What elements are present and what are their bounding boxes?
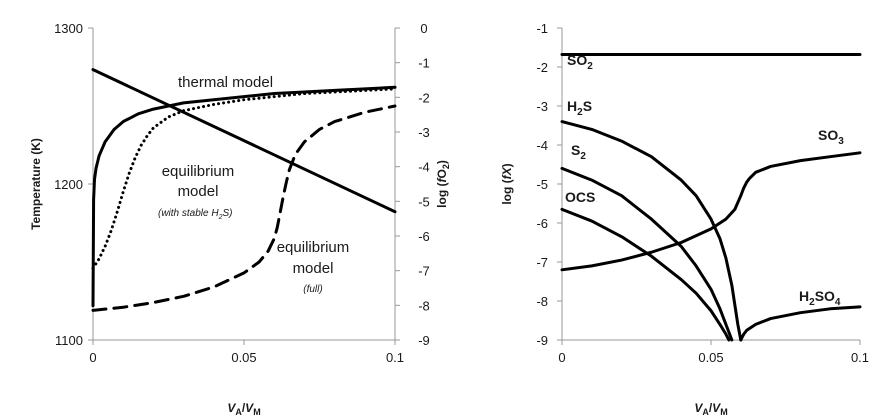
series-equilibrium-full bbox=[91, 104, 397, 312]
label-so2: SO2 bbox=[567, 52, 593, 72]
label-ocs: OCS bbox=[565, 189, 595, 205]
series-equilibrium-stable-h2s bbox=[91, 87, 397, 270]
right-x-ticks: 0 0.05 0.1 bbox=[558, 340, 869, 365]
left-y2-tick-label: -3 bbox=[418, 125, 430, 140]
left-y2-tick-label: 0 bbox=[420, 21, 427, 36]
left-y-tick-label: 1300 bbox=[54, 21, 83, 36]
note-part2: S) bbox=[222, 208, 232, 219]
series-s2 bbox=[560, 166, 734, 342]
left-y-tick-label: 1200 bbox=[54, 177, 83, 192]
right-curves bbox=[560, 53, 862, 342]
right-y-tick-label: -7 bbox=[536, 255, 548, 270]
left-y2-ticks: -9 -8 -7 -6 -5 -4 -3 -2 -1 0 bbox=[395, 21, 430, 348]
annotation-equilibrium-full-line1: equilibrium bbox=[277, 239, 350, 256]
left-y2-tick-label: -4 bbox=[418, 160, 430, 175]
series-so3 bbox=[560, 151, 862, 272]
right-x-tick-label: 0 bbox=[558, 350, 565, 365]
label-h2s: H2S bbox=[567, 98, 592, 118]
left-x-tick-label: 0.05 bbox=[231, 350, 256, 365]
left-curves bbox=[91, 68, 397, 312]
annotation-equilibrium-stable-line1: equilibrium bbox=[162, 163, 235, 180]
left-y2-tick-label: -9 bbox=[418, 333, 430, 348]
left-x-tick-label: 0.1 bbox=[386, 350, 404, 365]
right-x-tick-label: 0.1 bbox=[851, 350, 869, 365]
right-y-tick-label: -8 bbox=[536, 294, 548, 309]
label-s2: S2 bbox=[571, 142, 586, 162]
right-y-tick-label: -5 bbox=[536, 177, 548, 192]
left-y-tick-label: 1100 bbox=[55, 333, 83, 348]
right-y-tick-label: -3 bbox=[536, 99, 548, 114]
annotation-equilibrium-stable-line2: model bbox=[178, 183, 219, 200]
right-panel: 0 0.05 0.1 -9 -8 -7 -6 -5 -4 -3 -2 -1 SO2 H2S S2 O… bbox=[500, 21, 869, 417]
left-y-ticks: 1100 1200 1300 bbox=[54, 21, 93, 348]
right-y-tick-label: -6 bbox=[536, 216, 548, 231]
series-thermal-model bbox=[91, 85, 397, 308]
left-y-axis-label: Temperature (K) bbox=[29, 138, 43, 230]
left-y2-tick-label: -2 bbox=[418, 90, 430, 105]
right-y-axis-label: log (fX) bbox=[500, 163, 514, 204]
left-y2-axis-label: log (fO2) bbox=[435, 160, 451, 208]
left-y2-tick-label: -1 bbox=[418, 56, 430, 71]
left-y2-tick-label: -7 bbox=[418, 264, 430, 279]
right-y-ticks: -9 -8 -7 -6 -5 -4 -3 -2 -1 bbox=[536, 21, 562, 348]
left-y2-tick-label: -6 bbox=[418, 229, 430, 244]
left-x-axis-label: VA/VM bbox=[227, 401, 260, 417]
right-y-tick-label: -1 bbox=[536, 21, 548, 36]
annotation-equilibrium-full-note: (full) bbox=[303, 284, 322, 295]
annotation-thermal-model: thermal model bbox=[178, 74, 273, 91]
series-ocs bbox=[560, 207, 731, 342]
right-y-tick-label: -2 bbox=[536, 60, 548, 75]
left-y2-tick-label: -5 bbox=[418, 194, 430, 209]
annotation-equilibrium-full-line2: model bbox=[293, 260, 334, 277]
left-x-ticks: 0 0.05 0.1 bbox=[89, 340, 404, 365]
annotation-equilibrium-stable-note: (with stable H2S) bbox=[158, 208, 232, 221]
label-so3: SO3 bbox=[818, 127, 844, 147]
label-h2so4: H2SO4 bbox=[799, 288, 841, 308]
right-y-tick-label: -9 bbox=[536, 333, 548, 348]
right-y-tick-label: -4 bbox=[536, 138, 548, 153]
left-x-tick-label: 0 bbox=[89, 350, 96, 365]
right-x-tick-label: 0.05 bbox=[698, 350, 723, 365]
note-part1: (with stable H bbox=[158, 208, 219, 219]
series-h2s bbox=[560, 120, 743, 342]
right-x-axis-label: VA/VM bbox=[694, 401, 727, 417]
left-panel: 0 0.05 0.1 1100 1200 1300 -9 -8 -7 -6 -5 -4 -3 -2 -1… bbox=[29, 21, 451, 417]
series-fo2-line bbox=[91, 68, 397, 214]
series-h2so4 bbox=[739, 305, 862, 342]
left-y2-tick-label: -8 bbox=[418, 298, 430, 313]
note-sub: 2 bbox=[218, 214, 223, 221]
